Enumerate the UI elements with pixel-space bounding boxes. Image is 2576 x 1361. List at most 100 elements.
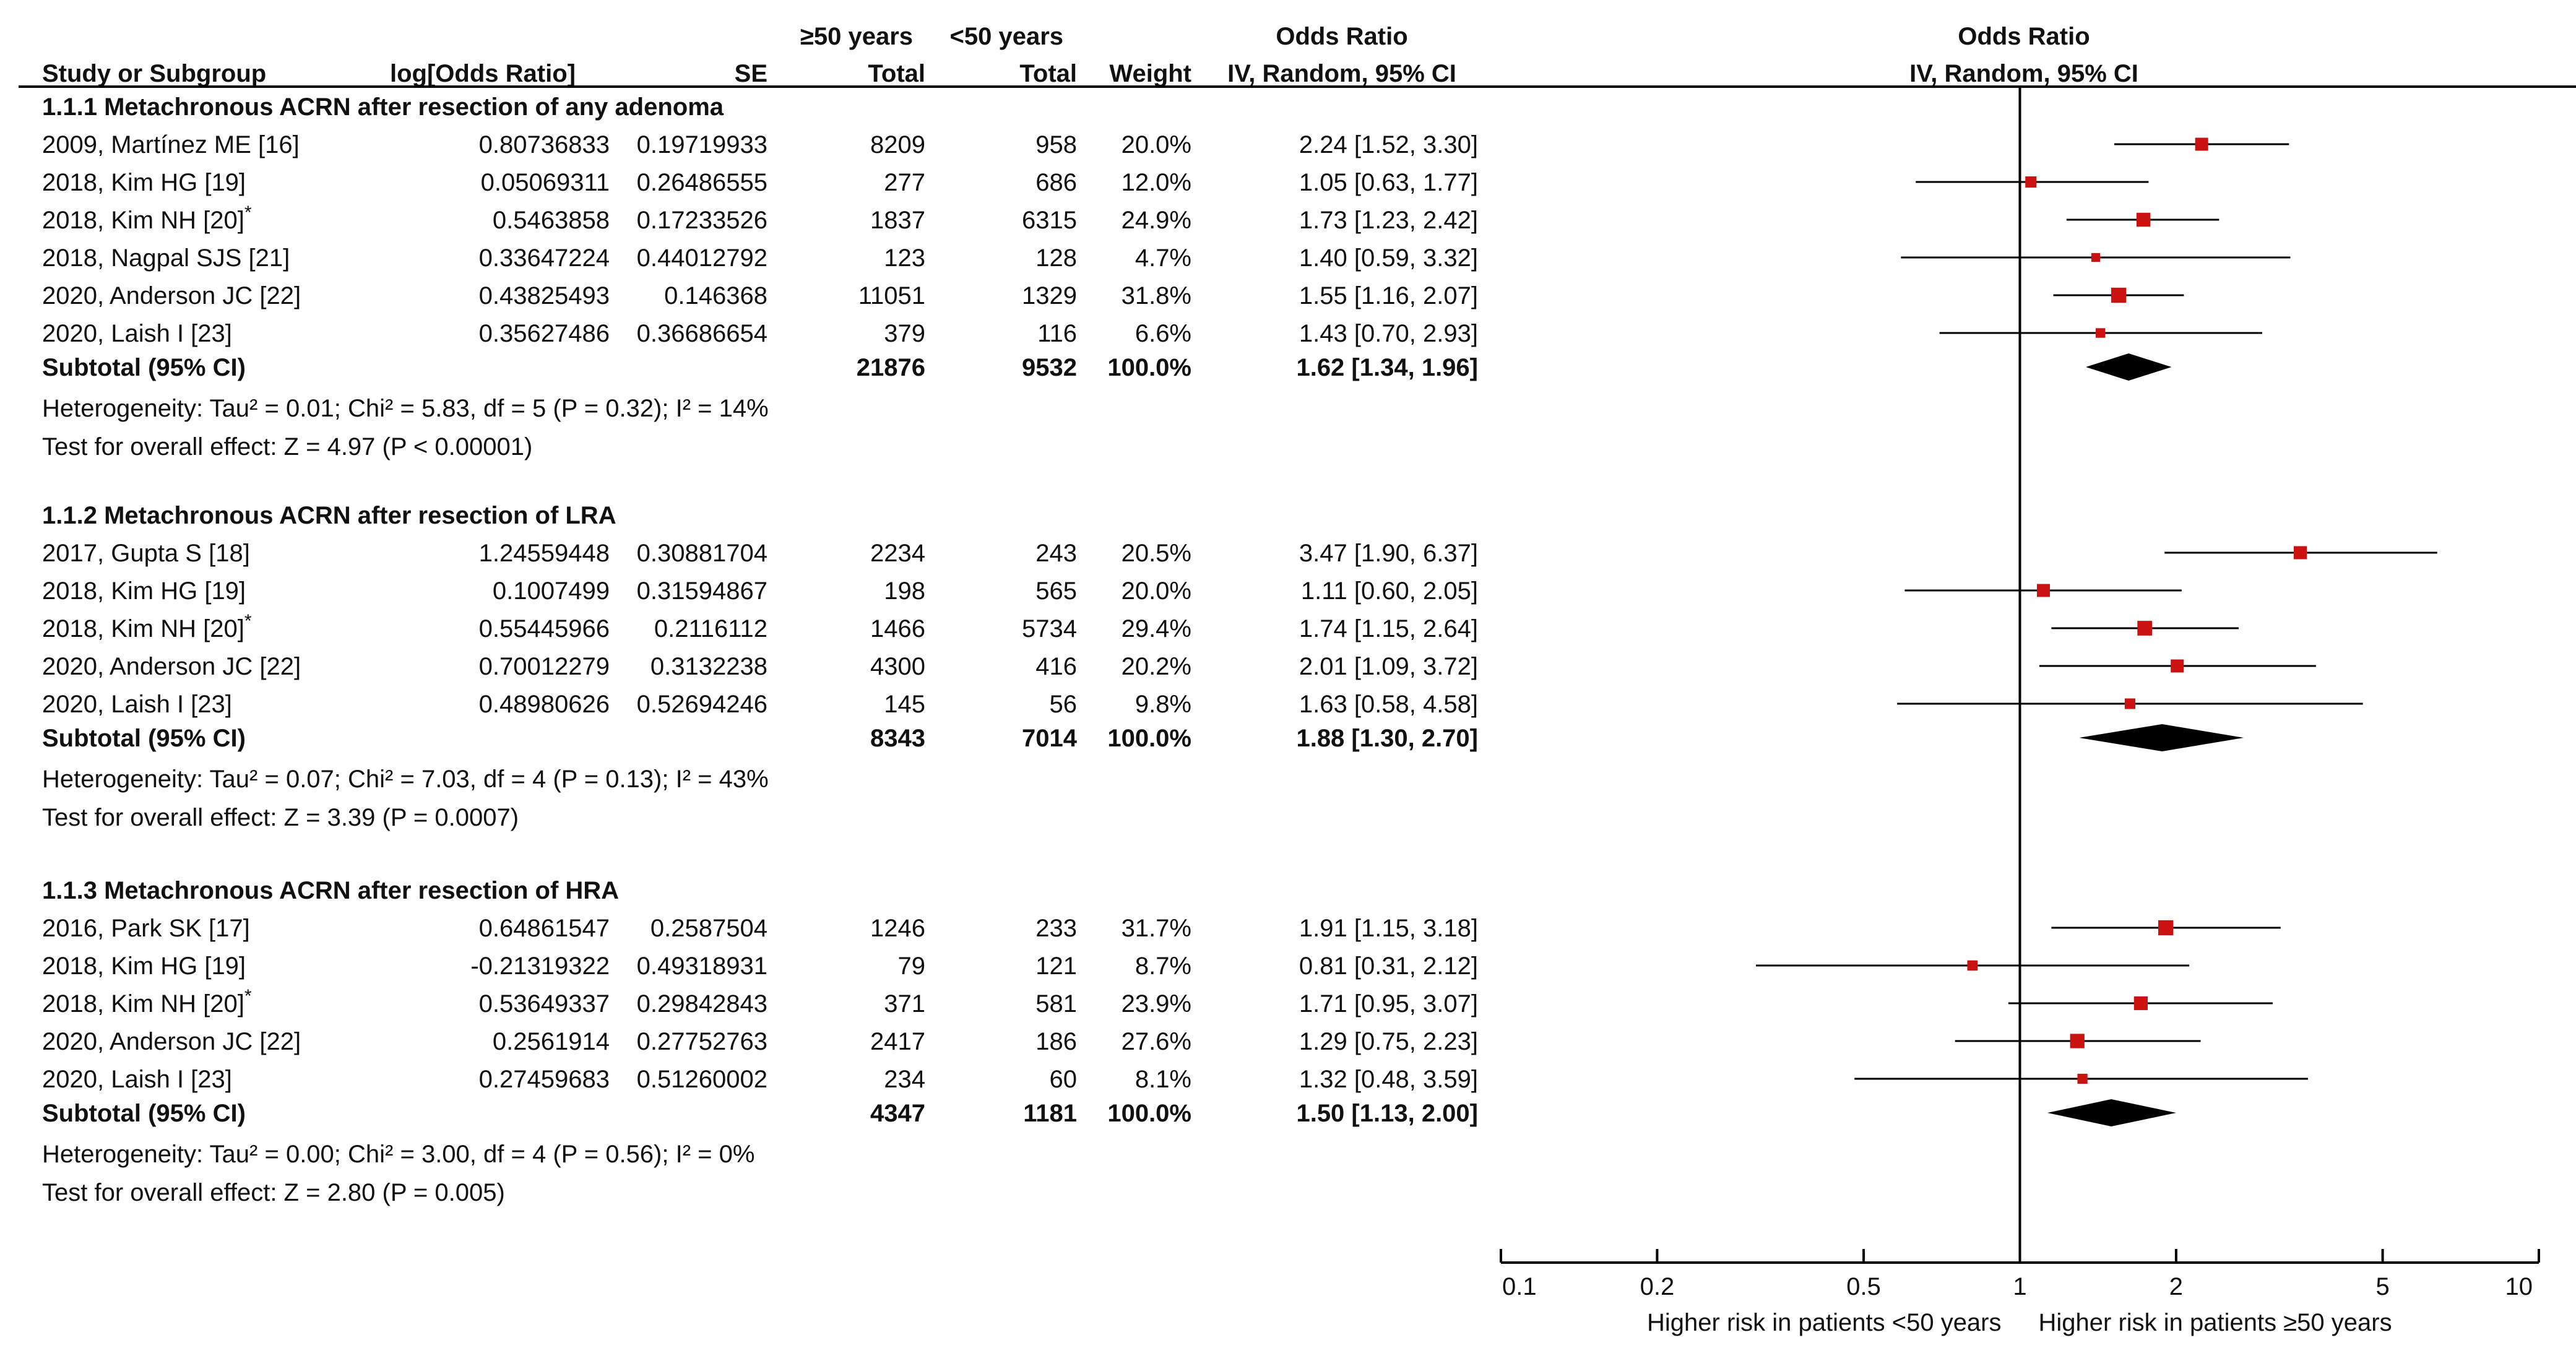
header-log-or: log[Odds Ratio] [390, 60, 576, 87]
header-total-ge50: Total [868, 60, 925, 87]
study-point-marker [2136, 212, 2151, 227]
subtotal-total-lt50: 1181 [1023, 1100, 1077, 1127]
study-total-lt50: 565 [1035, 577, 1077, 605]
study-point-marker [2158, 920, 2174, 936]
study-or-ci: 1.29 [0.75, 2.23] [1299, 1028, 1478, 1055]
x-tick-label: 0.1 [1502, 1273, 1537, 1300]
study-total-lt50: 416 [1035, 653, 1077, 680]
subtotal-or-ci: 1.62 [1.34, 1.96] [1296, 354, 1478, 381]
study-total-ge50: 1466 [870, 615, 925, 642]
study-log-or: 1.24559448 [479, 540, 610, 567]
study-point-marker [2077, 1073, 2088, 1084]
overall-effect-text: Test for overall effect: Z = 3.39 (P = 0… [42, 804, 519, 831]
study-weight: 8.7% [1135, 953, 1191, 980]
study-se: 0.2116112 [654, 615, 767, 642]
study-total-lt50: 958 [1035, 131, 1077, 158]
study-name: 2020, Laish I [23] [42, 320, 232, 347]
study-total-lt50: 128 [1035, 244, 1077, 272]
study-point-marker [2096, 328, 2106, 338]
study-footnote-mark: * [244, 202, 252, 223]
subtotal-total-ge50: 21876 [857, 354, 925, 381]
study-weight: 4.7% [1135, 244, 1191, 272]
study-total-ge50: 198 [884, 577, 925, 605]
study-weight: 31.8% [1122, 282, 1191, 309]
subtotal-total-lt50: 7014 [1022, 725, 1078, 752]
study-or-ci: 1.11 [0.60, 2.05] [1301, 577, 1478, 605]
study-total-lt50: 581 [1035, 990, 1077, 1018]
subtotal-total-lt50: 9532 [1022, 354, 1077, 381]
study-total-ge50: 1837 [870, 207, 925, 234]
study-total-ge50: 371 [884, 990, 925, 1018]
study-name: 2020, Laish I [23] [42, 1066, 232, 1093]
study-or-ci: 2.01 [1.09, 3.72] [1299, 653, 1478, 680]
x-tick-label: 10 [2505, 1273, 2533, 1300]
study-total-lt50: 233 [1035, 915, 1077, 942]
header-se: SE [735, 60, 767, 87]
study-total-lt50: 121 [1035, 953, 1077, 980]
study-total-ge50: 234 [884, 1066, 925, 1093]
group-title: 1.1.1 Metachronous ACRN after resection … [42, 93, 724, 121]
study-point-marker [2137, 621, 2153, 636]
study-name: 2009, Martínez ME [16] [42, 131, 300, 158]
study-log-or: 0.35627486 [479, 320, 610, 347]
study-point-marker [2091, 253, 2101, 262]
study-log-or: 0.33647224 [479, 244, 610, 272]
study-log-or: 0.64861547 [479, 915, 610, 942]
study-total-ge50: 11051 [858, 282, 925, 309]
subtotal-label: Subtotal (95% CI) [42, 1100, 246, 1127]
footer-favours-right: Higher risk in patients ≥50 years [2039, 1309, 2392, 1336]
x-tick-label: 1 [2013, 1273, 2026, 1300]
subtotal-label: Subtotal (95% CI) [42, 725, 246, 752]
study-se: 0.2587504 [650, 915, 767, 942]
study-total-lt50: 186 [1035, 1028, 1077, 1055]
study-total-ge50: 4300 [870, 653, 925, 680]
study-name: 2018, Nagpal SJS [21] [42, 244, 290, 272]
heterogeneity-text: Heterogeneity: Tau² = 0.00; Chi² = 3.00,… [42, 1141, 754, 1168]
study-total-lt50: 6315 [1022, 207, 1077, 234]
study-total-lt50: 686 [1035, 169, 1077, 196]
study-name: 2018, Kim HG [19] [42, 953, 246, 980]
study-se: 0.31594867 [637, 577, 767, 605]
study-log-or: 0.2561914 [493, 1028, 610, 1055]
study-total-ge50: 123 [884, 244, 925, 272]
study-weight: 20.0% [1122, 577, 1191, 605]
study-name: 2018, Kim HG [19] [42, 577, 246, 605]
group-title: 1.1.2 Metachronous ACRN after resection … [42, 502, 616, 529]
study-name: 2020, Laish I [23] [42, 691, 232, 718]
study-point-marker [2294, 546, 2307, 560]
subtotal-total-ge50: 8343 [870, 725, 925, 752]
study-weight: 27.6% [1122, 1028, 1191, 1055]
study-total-ge50: 379 [884, 320, 925, 347]
study-weight: 6.6% [1135, 320, 1191, 347]
study-weight: 20.2% [1122, 653, 1191, 680]
study-or-ci: 1.43 [0.70, 2.93] [1299, 320, 1478, 347]
study-total-ge50: 145 [884, 691, 925, 718]
plot-area: 0.1 0.2 0.5 1 2 5 10 Higher risk in patients <5… [1500, 87, 2540, 1336]
overall-effect-text: Test for overall effect: Z = 4.97 (P < 0… [42, 433, 532, 460]
subtotal-diamond [2047, 1099, 2176, 1126]
study-total-ge50: 8209 [870, 131, 925, 158]
study-point-marker [2195, 137, 2208, 151]
study-se: 0.30881704 [637, 540, 767, 567]
study-point-marker [2111, 287, 2127, 303]
study-total-ge50: 2417 [870, 1028, 925, 1055]
study-point-marker [2124, 698, 2135, 709]
study-weight: 9.8% [1135, 691, 1191, 718]
study-total-lt50: 116 [1037, 320, 1077, 347]
study-weight: 20.5% [1122, 540, 1191, 567]
study-se: 0.36686654 [637, 320, 767, 347]
study-total-ge50: 79 [898, 953, 926, 980]
study-or-ci: 3.47 [1.90, 6.37] [1299, 540, 1478, 567]
study-or-ci: 1.55 [1.16, 2.07] [1299, 282, 1478, 309]
study-se: 0.26486555 [637, 169, 767, 196]
study-total-ge50: 1246 [870, 915, 925, 942]
study-or-ci: 1.40 [0.59, 3.32] [1299, 244, 1478, 272]
study-weight: 23.9% [1122, 990, 1191, 1018]
subtotal-or-ci: 1.50 [1.13, 2.00] [1296, 1100, 1478, 1127]
study-name: 2017, Gupta S [18] [42, 540, 250, 567]
study-weight: 31.7% [1122, 915, 1191, 942]
header-group-lt50: <50 years [949, 23, 1063, 50]
study-rows: 1.1.1 Metachronous ACRN after resection … [42, 93, 1478, 1206]
study-footnote-mark: * [244, 611, 252, 631]
